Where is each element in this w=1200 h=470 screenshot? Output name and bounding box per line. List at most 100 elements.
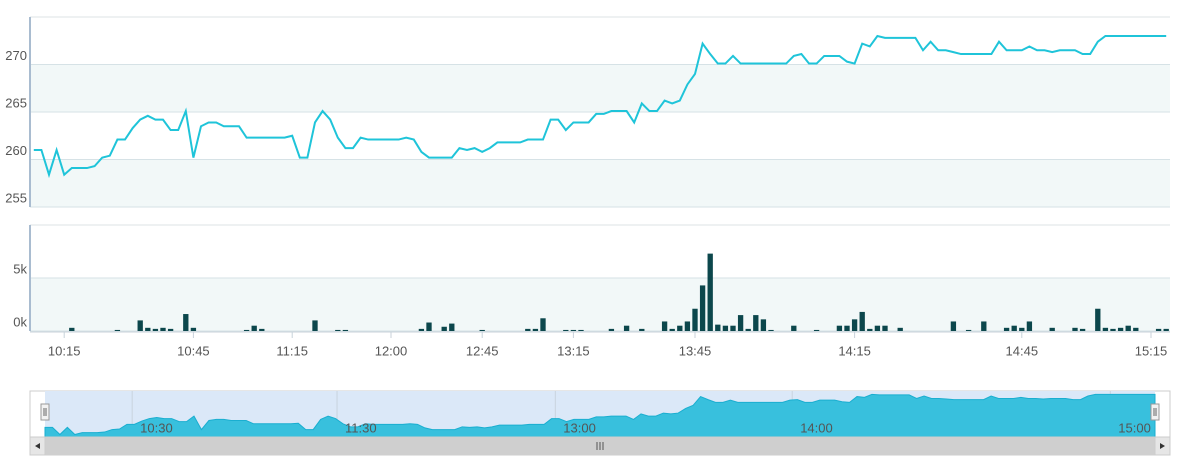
x-tick-label: 10:15 xyxy=(48,343,81,358)
volume-bar xyxy=(1026,321,1033,331)
volume-bar xyxy=(243,329,250,331)
volume-bar xyxy=(692,308,698,331)
volume-bar xyxy=(1155,328,1162,331)
scroll-right-arrow xyxy=(1160,443,1165,449)
y-tick-label: 265 xyxy=(5,95,27,110)
volume-bar xyxy=(874,325,881,331)
plot-band xyxy=(30,64,1170,112)
navigator-handle[interactable] xyxy=(1150,403,1160,421)
volume-bar xyxy=(479,329,485,331)
volume-bar xyxy=(1117,327,1124,331)
volume-bar xyxy=(699,285,706,331)
volume-bar xyxy=(335,329,341,331)
volume-bar xyxy=(707,253,713,331)
plot-band xyxy=(30,278,1170,331)
x-tick-label: 12:45 xyxy=(466,343,499,358)
scrollbar-grip xyxy=(596,442,604,450)
volume-bar xyxy=(540,318,546,331)
volume-bar xyxy=(1102,327,1109,331)
volume-bar xyxy=(145,327,151,331)
volume-bar xyxy=(639,328,645,331)
volume-bar xyxy=(677,325,683,331)
volume-bar xyxy=(813,329,820,331)
x-tick-label: 12:00 xyxy=(375,343,408,358)
volume-bar xyxy=(722,325,729,331)
volume-bar xyxy=(1019,327,1025,331)
volume-bar xyxy=(867,328,873,331)
volume-bar xyxy=(441,326,447,331)
y-tick-label: 0k xyxy=(13,314,27,329)
navigator-tick-label: 14:00 xyxy=(800,420,833,435)
volume-bar xyxy=(836,325,843,331)
navigator-tick-label: 15:00 xyxy=(1118,420,1151,435)
scroll-left-arrow xyxy=(35,443,40,449)
volume-bar xyxy=(760,319,767,331)
volume-bar xyxy=(251,325,257,331)
navigator-handle[interactable] xyxy=(40,403,50,421)
volume-bar xyxy=(715,324,721,331)
volume-bar xyxy=(965,329,972,331)
x-tick-label: 14:15 xyxy=(838,343,871,358)
navigator-tick-label: 10:30 xyxy=(140,420,173,435)
volume-bar xyxy=(342,329,349,331)
volume-bar xyxy=(190,327,197,331)
x-tick-label: 13:15 xyxy=(557,343,590,358)
volume-bar xyxy=(1079,328,1086,331)
volume-bar xyxy=(1003,327,1010,331)
x-tick-label: 10:45 xyxy=(177,343,210,358)
volume-bar xyxy=(426,322,432,331)
y-tick-label: 270 xyxy=(5,48,27,63)
x-tick-label: 14:45 xyxy=(1006,343,1039,358)
volume-bar xyxy=(661,321,668,331)
volume-bar xyxy=(449,323,455,331)
x-tick-label: 15:15 xyxy=(1135,343,1168,358)
volume-bar xyxy=(578,329,584,331)
volume-bar xyxy=(525,328,531,331)
volume-bar xyxy=(669,328,675,331)
volume-bar xyxy=(737,315,744,331)
x-tick-label: 13:45 xyxy=(679,343,712,358)
volume-bar xyxy=(753,315,759,331)
volume-bar xyxy=(608,328,615,331)
volume-bar xyxy=(1163,328,1169,331)
volume-bar xyxy=(1049,327,1055,331)
volume-bar xyxy=(418,328,425,331)
volume-bar xyxy=(730,325,736,331)
volume-bar xyxy=(1072,327,1078,331)
navigator-tick-label: 13:00 xyxy=(563,420,596,435)
y-tick-label: 255 xyxy=(5,190,27,205)
volume-bar xyxy=(897,327,903,331)
price-line xyxy=(33,34,1167,179)
volume-bar xyxy=(844,325,850,331)
navigator-tick-label: 11:30 xyxy=(345,420,377,435)
volume-bar xyxy=(882,325,888,331)
volume-bar xyxy=(684,321,691,331)
volume-bar xyxy=(950,321,957,331)
x-tick-label: 11:15 xyxy=(276,343,308,358)
volume-bar xyxy=(69,327,75,331)
volume-bar xyxy=(768,329,774,331)
volume-bar xyxy=(1133,327,1139,331)
volume-bar xyxy=(259,328,265,331)
volume-bar xyxy=(745,328,751,331)
volume-bar xyxy=(160,327,166,331)
volume-bar xyxy=(532,328,539,331)
y-tick-label: 5k xyxy=(13,261,27,276)
volume-bar xyxy=(167,328,174,331)
volume-bar xyxy=(623,325,630,331)
volume-bar xyxy=(152,328,159,331)
volume-bar xyxy=(114,329,121,331)
volume-bar xyxy=(1095,308,1101,331)
volume-bar xyxy=(791,325,797,331)
y-tick-label: 260 xyxy=(5,143,27,158)
volume-bar xyxy=(137,320,143,331)
volume-bar xyxy=(570,329,577,331)
volume-bar xyxy=(1125,325,1131,331)
volume-bar xyxy=(1011,325,1017,331)
volume-bar xyxy=(1110,328,1116,331)
volume-bar xyxy=(183,314,189,331)
volume-bar xyxy=(312,320,318,331)
plot-band xyxy=(30,159,1170,207)
volume-bar xyxy=(563,329,569,331)
